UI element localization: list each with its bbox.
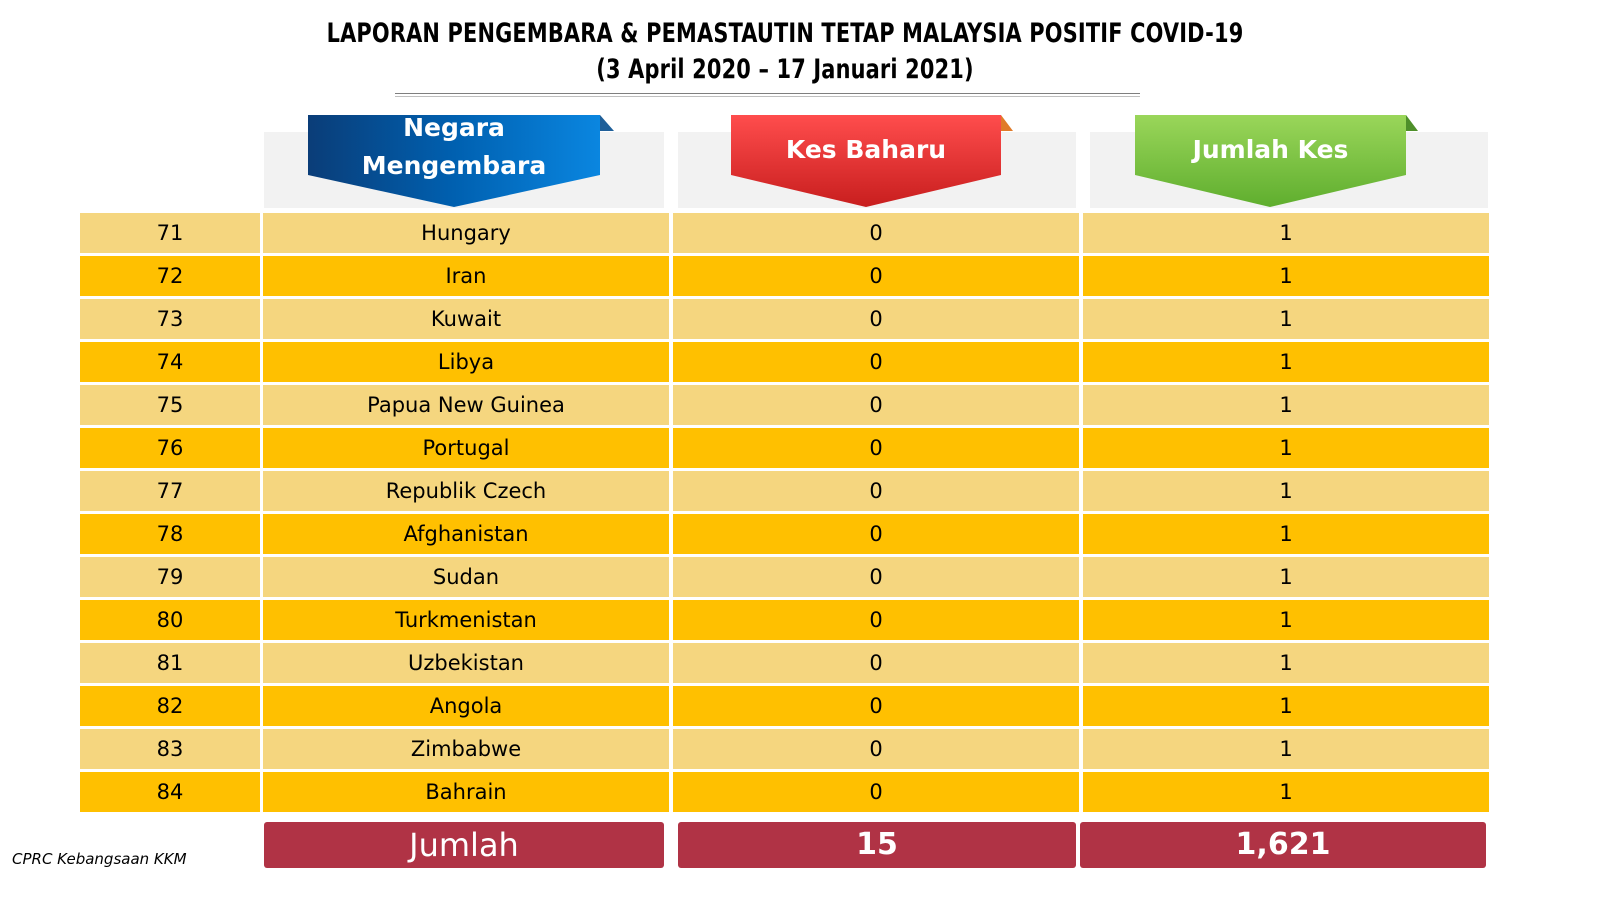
header-country-line1: Negara — [403, 113, 505, 142]
total-cases-cell: 1 — [1083, 342, 1489, 382]
row-number-cell: 71 — [80, 213, 260, 253]
country-cell: Republik Czech — [263, 471, 669, 511]
total-cases-cell: 1 — [1083, 428, 1489, 468]
total-cases-cell: 1 — [1083, 686, 1489, 726]
total-cases-cell: 1 — [1083, 643, 1489, 683]
new-cases-cell: 0 — [673, 772, 1079, 812]
row-number-cell: 79 — [80, 557, 260, 597]
row-number-cell: 78 — [80, 514, 260, 554]
green-banner-shape — [1135, 115, 1418, 207]
new-cases-cell: 0 — [673, 213, 1079, 253]
total-cases-cell: 1 — [1083, 213, 1489, 253]
report-date-range: (3 April 2020 – 17 Januari 2021) — [596, 54, 974, 85]
row-number-cell: 83 — [80, 729, 260, 769]
new-cases-cell: 0 — [673, 256, 1079, 296]
row-number-cell: 76 — [80, 428, 260, 468]
country-cell: Afghanistan — [263, 514, 669, 554]
table-row: 76 Portugal 0 1 — [80, 428, 1490, 468]
total-cases-cell: 1 — [1083, 600, 1489, 640]
header-total-cases-label: Jumlah Kes — [1192, 135, 1349, 164]
table-row: 72 Iran 0 1 — [80, 256, 1490, 296]
source-footer: CPRC Kebangsaan KKM — [12, 850, 187, 868]
new-cases-cell: 0 — [673, 342, 1079, 382]
table-row: 83 Zimbabwe 0 1 — [80, 729, 1490, 769]
new-cases-cell: 0 — [673, 385, 1079, 425]
country-cell: Papua New Guinea — [263, 385, 669, 425]
total-label: Jumlah — [264, 822, 664, 868]
table-row: 80 Turkmenistan 0 1 — [80, 600, 1490, 640]
header-country-banner: Negara Mengembara — [308, 113, 614, 209]
title-divider — [395, 93, 1140, 94]
title-divider-shadow — [395, 96, 1140, 97]
total-cases-cell: 1 — [1083, 471, 1489, 511]
table-row: 71 Hungary 0 1 — [80, 213, 1490, 253]
country-cell: Iran — [263, 256, 669, 296]
country-cell: Turkmenistan — [263, 600, 669, 640]
row-number-cell: 75 — [80, 385, 260, 425]
row-number-cell: 72 — [80, 256, 260, 296]
new-cases-cell: 0 — [673, 557, 1079, 597]
total-cases-cell: 1 — [1083, 514, 1489, 554]
new-cases-cell: 0 — [673, 428, 1079, 468]
row-number-cell: 73 — [80, 299, 260, 339]
country-cell: Portugal — [263, 428, 669, 468]
total-cases-cell: 1 — [1083, 299, 1489, 339]
report-title: LAPORAN PENGEMBARA & PEMASTAUTIN TETAP M… — [326, 18, 1244, 49]
red-banner-shape — [731, 115, 1013, 207]
country-cell: Angola — [263, 686, 669, 726]
row-number-cell: 74 — [80, 342, 260, 382]
table-row: 73 Kuwait 0 1 — [80, 299, 1490, 339]
country-cell: Kuwait — [263, 299, 669, 339]
table-row: 81 Uzbekistan 0 1 — [80, 643, 1490, 683]
table-row: 77 Republik Czech 0 1 — [80, 471, 1490, 511]
country-cell: Bahrain — [263, 772, 669, 812]
row-number-cell: 82 — [80, 686, 260, 726]
country-cell: Libya — [263, 342, 669, 382]
row-number-cell: 81 — [80, 643, 260, 683]
new-cases-cell: 0 — [673, 729, 1079, 769]
total-cases-cell: 1 — [1083, 557, 1489, 597]
total-cases-cell: 1 — [1083, 256, 1489, 296]
country-cell: Uzbekistan — [263, 643, 669, 683]
table-row: 74 Libya 0 1 — [80, 342, 1490, 382]
new-cases-cell: 0 — [673, 686, 1079, 726]
row-number-cell: 84 — [80, 772, 260, 812]
table-row: 82 Angola 0 1 — [80, 686, 1490, 726]
new-cases-cell: 0 — [673, 471, 1079, 511]
row-number-cell: 80 — [80, 600, 260, 640]
new-cases-cell: 0 — [673, 643, 1079, 683]
header-new-cases-label: Kes Baharu — [785, 135, 947, 164]
total-cases-cell: 1 — [1083, 729, 1489, 769]
blue-banner-shape — [308, 115, 614, 207]
total-cases-cell: 1 — [1083, 772, 1489, 812]
total-cases-cell: 1 — [1083, 385, 1489, 425]
new-cases-cell: 0 — [673, 299, 1079, 339]
table-row: 79 Sudan 0 1 — [80, 557, 1490, 597]
table-row: 84 Bahrain 0 1 — [80, 772, 1490, 812]
header-country-line2: Mengembara — [361, 151, 547, 180]
row-number-cell: 77 — [80, 471, 260, 511]
table-row: 75 Papua New Guinea 0 1 — [80, 385, 1490, 425]
header-total-cases-banner: Jumlah Kes — [1135, 115, 1418, 209]
country-cell: Zimbabwe — [263, 729, 669, 769]
header-new-cases-banner: Kes Baharu — [731, 115, 1013, 209]
country-cell: Sudan — [263, 557, 669, 597]
country-cell: Hungary — [263, 213, 669, 253]
table-row: 78 Afghanistan 0 1 — [80, 514, 1490, 554]
new-cases-cell: 0 — [673, 600, 1079, 640]
new-cases-cell: 0 — [673, 514, 1079, 554]
total-cases: 1,621 — [1080, 822, 1486, 868]
total-new-cases: 15 — [678, 822, 1076, 868]
